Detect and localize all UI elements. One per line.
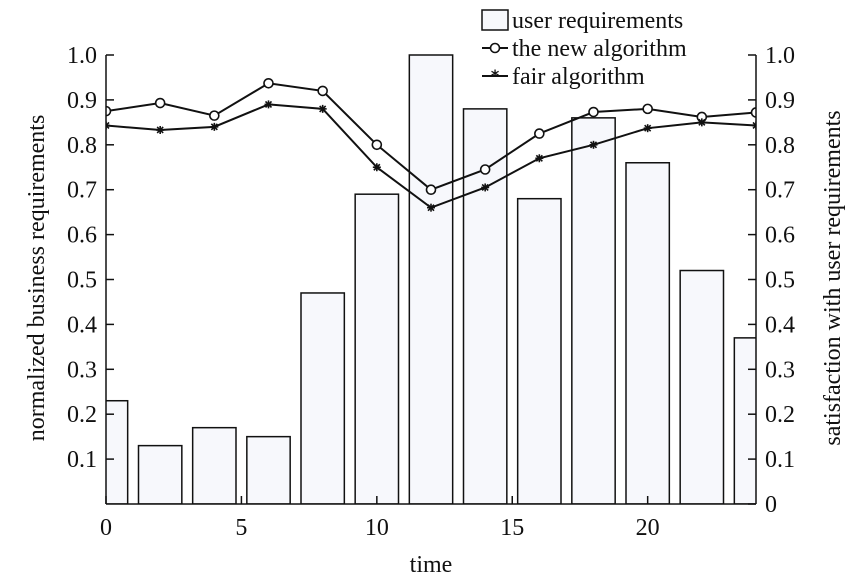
series-point xyxy=(697,118,706,127)
y-right-tick-label: 0.5 xyxy=(765,268,795,294)
series-point xyxy=(106,121,110,130)
x-tick-label: 0 xyxy=(100,515,112,541)
y-right-tick-label: 1.0 xyxy=(765,43,795,69)
legend-fair-algorithm-marker: * xyxy=(491,66,500,85)
y-left-tick-label: 0.2 xyxy=(67,402,97,428)
series-point-stroke xyxy=(698,118,706,126)
legend-bar-label: user requirements xyxy=(512,8,683,34)
y-right-tick-label: 0.1 xyxy=(765,447,795,473)
x-tick-label: 20 xyxy=(636,515,660,541)
x-axis-title: time xyxy=(410,552,453,578)
series-point xyxy=(642,103,653,115)
bar xyxy=(679,269,725,504)
series-point xyxy=(534,128,545,139)
y-left-tick-label: 1.0 xyxy=(67,43,97,69)
series-point xyxy=(535,154,544,163)
series-point xyxy=(372,163,381,172)
series-point xyxy=(264,100,273,109)
x-tick-label: 5 xyxy=(235,515,247,541)
bar xyxy=(300,292,346,504)
legend: user requirements the new algorithm * fa… xyxy=(481,8,687,90)
bar xyxy=(354,193,400,504)
y-right-tick-label: 0 xyxy=(765,492,777,518)
bar xyxy=(408,54,454,504)
series-point xyxy=(156,125,165,134)
series-point-stroke xyxy=(373,163,381,171)
y-right-tick-label: 0.8 xyxy=(765,133,795,159)
series-point-stroke xyxy=(427,204,435,212)
series-point-stroke xyxy=(264,100,273,108)
y-left-axis-title: normalized business requirements xyxy=(24,115,50,442)
series-point xyxy=(106,105,112,117)
series-point-stroke xyxy=(106,124,110,130)
series-point xyxy=(154,97,166,109)
y-right-axis-title: satisfaction with user requirements xyxy=(820,110,846,445)
y-left-tick-label: 0.8 xyxy=(67,133,97,159)
y-right-tick-label: 0.4 xyxy=(765,312,795,338)
legend-bar-swatch xyxy=(481,9,509,31)
series-point-stroke xyxy=(319,105,327,113)
y-right-tick-label: 0.3 xyxy=(765,357,795,383)
series-point xyxy=(209,110,220,121)
y-right-tick-label: 0.6 xyxy=(765,223,795,249)
series-point xyxy=(588,106,599,118)
legend-new-algorithm-label: the new algorithm xyxy=(512,36,687,62)
x-tick-label: 15 xyxy=(500,515,524,541)
series-point xyxy=(371,139,383,151)
series-point-stroke xyxy=(210,123,218,131)
series-point-stroke xyxy=(644,124,652,132)
lines-layer xyxy=(106,77,756,212)
bar xyxy=(571,117,616,504)
series-point xyxy=(318,104,327,113)
y-left-tick-label: 0.4 xyxy=(67,312,97,338)
bar xyxy=(516,197,562,504)
series-point xyxy=(481,183,490,192)
series-point xyxy=(427,203,435,212)
bar xyxy=(246,435,291,504)
series-point xyxy=(643,124,652,133)
y-left-tick-label: 0.5 xyxy=(67,268,97,294)
legend-new-algorithm-marker xyxy=(489,42,501,54)
x-tick-label: 10 xyxy=(365,515,389,541)
y-left-tick-label: 0.6 xyxy=(67,223,97,249)
y-left-tick-label: 0.1 xyxy=(67,447,97,473)
bar xyxy=(191,426,237,504)
y-left-tick-label: 0.3 xyxy=(67,357,97,383)
bar xyxy=(625,162,671,504)
series-point xyxy=(752,121,756,130)
series-point-stroke xyxy=(481,183,489,192)
legend-fair-algorithm-label: fair algorithm xyxy=(512,64,645,90)
bar xyxy=(137,444,183,504)
y-left-tick-label: 0.7 xyxy=(67,178,97,204)
ticks-layer: 0 5 10 15 20 0.1 0.2 0.3 0.4 0.5 0.6 0.7 0.8 0.9 1.0 0 0… xyxy=(67,43,795,541)
bars-layer xyxy=(106,54,756,504)
series-point-stroke xyxy=(752,121,756,127)
series-point-stroke xyxy=(589,141,598,149)
series-point xyxy=(317,85,328,97)
series-point xyxy=(425,184,437,195)
series-point xyxy=(589,140,598,149)
y-left-tick-label: 0.9 xyxy=(67,88,97,114)
y-right-tick-label: 0.9 xyxy=(765,88,795,114)
series-point xyxy=(263,77,274,89)
y-right-tick-label: 0.7 xyxy=(765,178,795,204)
series-point xyxy=(479,164,491,175)
series-point xyxy=(210,122,219,131)
series-point-stroke xyxy=(752,124,756,130)
series-point-stroke xyxy=(535,154,543,162)
series-point-stroke xyxy=(156,126,164,134)
y-right-tick-label: 0.2 xyxy=(765,402,795,428)
series-point-stroke xyxy=(106,121,110,127)
series-point xyxy=(750,107,756,118)
